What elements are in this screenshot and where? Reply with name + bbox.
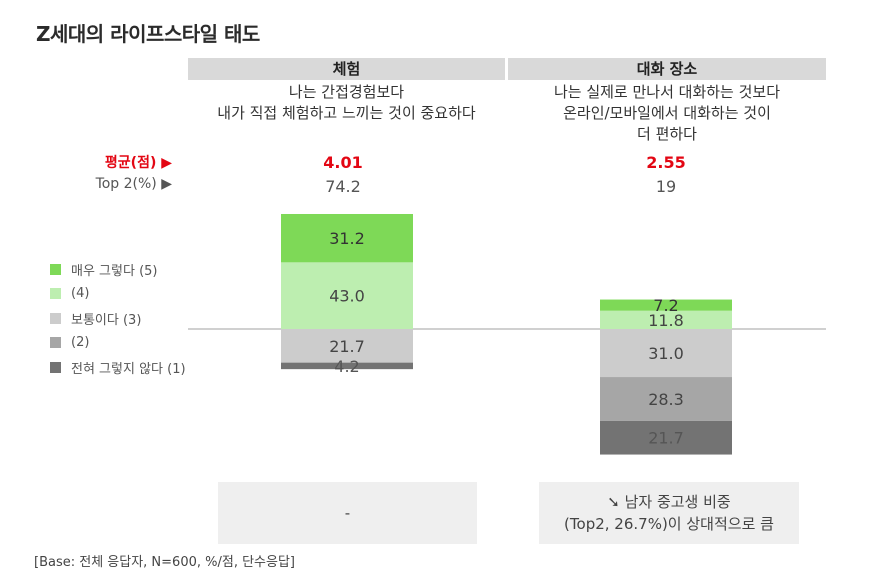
data-label: 28.3 xyxy=(648,390,684,409)
legend: 매우 그렇다 (5) (4) 보통이다 (3) (2) 전혀 그렇지 않다 (1… xyxy=(50,257,186,380)
note-box-experience: - xyxy=(218,482,477,544)
average-value-experience: 4.01 xyxy=(323,153,363,172)
description-line: 더 편하다 xyxy=(637,125,697,143)
legend-label: (2) xyxy=(71,335,90,351)
description-line: 나는 간접경험보다 xyxy=(288,83,405,101)
note-line: (Top2, 26.7%)이 상대적으로 큼 xyxy=(564,515,774,533)
data-label: 21.7 xyxy=(329,337,365,356)
data-label: 21.7 xyxy=(648,429,684,448)
note-line: - xyxy=(344,504,351,522)
bar-segment xyxy=(281,362,413,370)
average-row-label: 평균(점) ▶ xyxy=(104,155,172,171)
top2-value-experience: 74.2 xyxy=(325,177,361,196)
legend-swatch xyxy=(50,288,61,300)
data-label: 31.2 xyxy=(329,229,365,248)
data-label: 31.0 xyxy=(648,344,684,363)
legend-label: (4) xyxy=(71,286,90,302)
note-line: ➘ 남자 중고생 비중 xyxy=(607,493,731,511)
average-value-conversation-place: 2.55 xyxy=(646,153,686,172)
description-line: 온라인/모바일에서 대화하는 것이 xyxy=(563,104,771,122)
legend-swatch xyxy=(50,361,61,373)
legend-item: 매우 그렇다 (5) xyxy=(50,257,186,282)
legend-swatch xyxy=(50,337,61,349)
bar-segment xyxy=(600,420,732,455)
column-description-experience: 나는 간접경험보다 내가 직접 체험하고 느끼는 것이 중요하다 xyxy=(188,82,505,124)
bar-segment xyxy=(281,262,413,329)
legend-item: 보통이다 (3) xyxy=(50,306,186,331)
bar-segment xyxy=(600,310,732,329)
data-label: 4.2 xyxy=(334,357,359,376)
legend-label: 전혀 그렇지 않다 (1) xyxy=(71,361,186,377)
bar-segment xyxy=(281,213,413,263)
legend-swatch xyxy=(50,312,61,324)
description-line: 내가 직접 체험하고 느끼는 것이 중요하다 xyxy=(217,104,476,122)
data-label: 43.0 xyxy=(329,287,365,306)
legend-item: 전혀 그렇지 않다 (1) xyxy=(50,355,186,380)
top2-value-conversation-place: 19 xyxy=(655,177,677,196)
legend-label: 매우 그렇다 (5) xyxy=(71,263,158,279)
page-title: Z세대의 라이프스타일 태도 xyxy=(36,22,260,46)
legend-swatch xyxy=(50,263,61,275)
note-box-conversation-place: ➘ 남자 중고생 비중 (Top2, 26.7%)이 상대적으로 큼 xyxy=(539,482,799,544)
column-header-conversation-place: 대화 장소 xyxy=(508,58,826,80)
data-label: 11.8 xyxy=(648,311,684,330)
legend-item: (2) xyxy=(50,331,186,356)
data-label: 7.2 xyxy=(653,296,678,315)
description-line: 나는 실제로 만나서 대화하는 것보다 xyxy=(553,83,781,101)
bar-segment xyxy=(600,329,732,378)
legend-label: 보통이다 (3) xyxy=(71,312,142,328)
bar-segment xyxy=(600,299,732,311)
base-note: [Base: 전체 응답자, N=600, %/점, 단수응답] xyxy=(34,555,296,570)
legend-item: (4) xyxy=(50,282,186,307)
bar-segment xyxy=(600,377,732,421)
column-description-conversation-place: 나는 실제로 만나서 대화하는 것보다 온라인/모바일에서 대화하는 것이 더 … xyxy=(508,82,826,145)
column-header-experience: 체험 xyxy=(188,58,505,80)
bar-segment xyxy=(281,329,413,363)
top2-row-label: Top 2(%) ▶ xyxy=(95,176,172,192)
